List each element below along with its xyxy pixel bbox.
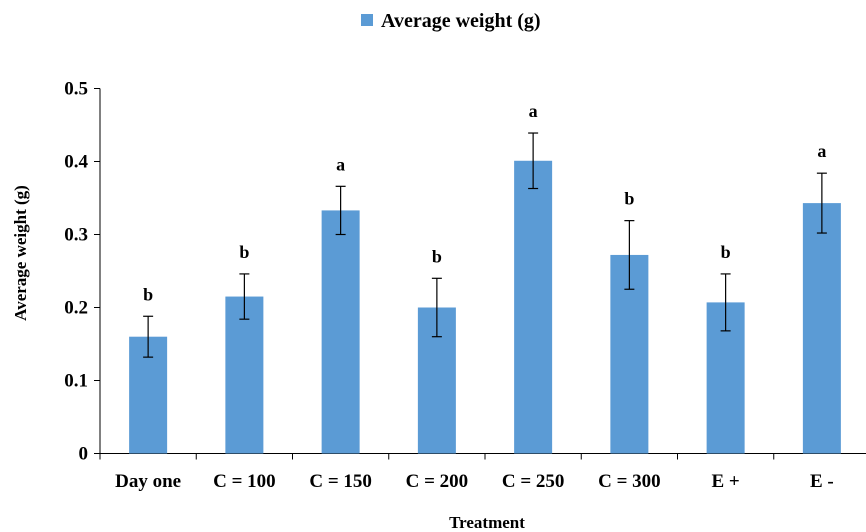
significance-letter-0: b (143, 284, 153, 304)
legend: Average weight (g) (361, 10, 541, 32)
x-tick-label-7: E - (810, 471, 834, 492)
x-tick-label-5: C = 300 (598, 471, 661, 492)
y-tick-label: 0.2 (64, 298, 88, 319)
y-tick-label: 0.5 (64, 79, 88, 100)
y-tick-label: 0 (79, 444, 89, 465)
x-tick-label-3: C = 200 (406, 471, 469, 492)
y-tick-label: 0.1 (64, 371, 88, 392)
significance-letter-5: b (624, 189, 634, 209)
bar-1 (225, 296, 264, 454)
x-axis-title: Treatment (449, 513, 525, 532)
significance-letter-3: b (432, 246, 442, 266)
significance-letter-6: b (721, 242, 731, 262)
x-tick-label-6: E + (712, 471, 740, 492)
y-tick-label: 0.4 (64, 152, 88, 173)
x-tick-label-4: C = 250 (502, 471, 565, 492)
y-tick-label: 0.3 (64, 225, 88, 246)
bar-2 (321, 210, 360, 454)
significance-letter-2: a (336, 154, 345, 174)
x-tick-label-1: C = 100 (213, 471, 276, 492)
x-tick-label-0: Day one (115, 471, 181, 492)
y-axis-title: Average weight (g) (11, 185, 30, 321)
significance-letter-1: b (239, 242, 249, 262)
plot-area: 0 0.1 0.2 0.3 0.4 0.5 b Day one b C = 100 a C = 150… (64, 79, 866, 492)
bar-7 (802, 203, 841, 454)
legend-label: Average weight (g) (381, 10, 541, 32)
significance-letter-7: a (817, 141, 826, 161)
significance-letter-4: a (529, 101, 538, 121)
legend-swatch (361, 14, 373, 26)
x-tick-label-2: C = 150 (309, 471, 372, 492)
bar-4 (514, 160, 553, 454)
